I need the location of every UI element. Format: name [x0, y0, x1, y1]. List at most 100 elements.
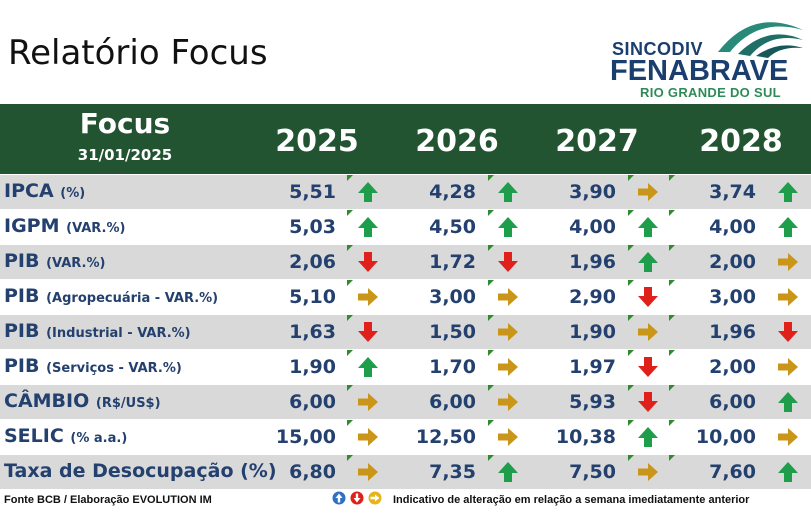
- cell-marker: [669, 420, 675, 426]
- value-cell: 2,00: [709, 251, 756, 273]
- table-header: Focus 31/01/2025 2025 2026 2027 2028: [0, 104, 811, 174]
- table-row: Taxa de Desocupação (%) 6,80 7,35 7,50 7,60: [0, 454, 811, 489]
- table-row: PIB (Agropecuária - VAR.%) 5,10 3,00 2,90 3,…: [0, 279, 811, 314]
- value-cell: 1,96: [709, 321, 756, 343]
- header-title: Focus: [79, 107, 171, 140]
- arrow-right-icon: [498, 288, 518, 306]
- footer-source: Fonte BCB / Elaboração EVOLUTION IM: [4, 494, 212, 506]
- cell-marker: [628, 455, 634, 461]
- arrow-right-icon: [778, 358, 798, 376]
- cell-marker: [488, 280, 494, 286]
- cell-marker: [488, 385, 494, 391]
- value-cell: 5,93: [569, 391, 616, 413]
- value-cell: 1,50: [429, 321, 476, 343]
- value-cell: 3,00: [709, 286, 756, 308]
- arrow-up-icon: [498, 182, 518, 202]
- arrow-down-icon: [358, 322, 378, 342]
- year-2025: 2025: [275, 124, 359, 159]
- cell-marker: [488, 245, 494, 251]
- cell-marker: [628, 280, 634, 286]
- cell-marker: [628, 315, 634, 321]
- arrow-up-icon: [638, 252, 658, 272]
- table-row: SELIC (% a.a.) 15,00 12,50 10,38 10,00: [0, 419, 811, 454]
- value-cell: 2,90: [569, 286, 616, 308]
- arrow-right-icon: [638, 183, 658, 201]
- value-cell: 7,60: [709, 461, 756, 483]
- row-label: IGPM (VAR.%): [4, 215, 125, 237]
- indicator-unit: (Agropecuária - VAR.%): [46, 291, 219, 306]
- value-cell: 10,00: [695, 426, 756, 448]
- arrow-up-icon: [358, 217, 378, 237]
- value-cell: 1,70: [429, 356, 476, 378]
- indicator-name: SELIC: [4, 425, 64, 447]
- cell-marker: [347, 280, 353, 286]
- value-cell: 6,80: [289, 461, 336, 483]
- arrow-right-icon: [358, 428, 378, 446]
- row-label: IPCA (%): [4, 180, 85, 202]
- row-label: SELIC (% a.a.): [4, 425, 127, 447]
- value-cell: 4,28: [429, 181, 476, 203]
- cell-marker: [488, 175, 494, 181]
- arrow-down-icon: [638, 287, 658, 307]
- year-2027: 2027: [555, 124, 639, 159]
- page-title: Relatório Focus: [8, 33, 268, 73]
- arrow-down-icon: [498, 252, 518, 272]
- cell-marker: [669, 280, 675, 286]
- legend-arrows-icon: [332, 491, 382, 505]
- value-cell: 2,00: [709, 356, 756, 378]
- indicator-unit: (VAR.%): [66, 221, 126, 236]
- logo-sincodiv-text: SINCODIV: [612, 39, 704, 59]
- row-label: PIB (Agropecuária - VAR.%): [4, 285, 218, 307]
- value-cell: 1,63: [289, 321, 336, 343]
- value-cell: 5,03: [289, 216, 336, 238]
- arrow-up-icon: [358, 182, 378, 202]
- indicator-name: Taxa de Desocupação (%): [4, 460, 277, 482]
- indicator-name: PIB: [4, 285, 40, 307]
- cell-marker: [669, 210, 675, 216]
- arrow-up-icon: [778, 392, 798, 412]
- arrow-right-icon: [498, 358, 518, 376]
- cell-marker: [669, 455, 675, 461]
- cell-marker: [488, 210, 494, 216]
- indicator-unit: (Serviços - VAR.%): [46, 361, 182, 376]
- cell-marker: [628, 175, 634, 181]
- cell-marker: [347, 210, 353, 216]
- indicator-unit: (Industrial - VAR.%): [46, 326, 191, 341]
- table-row: IPCA (%) 5,51 4,28 3,90 3,74: [0, 174, 811, 209]
- arrow-up-icon: [498, 462, 518, 482]
- cell-marker: [347, 455, 353, 461]
- cell-marker: [347, 245, 353, 251]
- arrow-right-icon: [498, 323, 518, 341]
- cell-marker: [347, 420, 353, 426]
- table-row: PIB (Industrial - VAR.%) 1,63 1,50 1,90 1,96: [0, 314, 811, 349]
- table-row: PIB (Serviços - VAR.%) 1,90 1,70 1,97 2,00: [0, 349, 811, 384]
- arrow-down-icon: [638, 392, 658, 412]
- table-row: PIB (VAR.%) 2,06 1,72 1,96 2,00: [0, 244, 811, 279]
- arrow-right-icon: [358, 463, 378, 481]
- value-cell: 7,50: [569, 461, 616, 483]
- cell-marker: [628, 210, 634, 216]
- header-date: 31/01/2025: [77, 146, 173, 164]
- value-cell: 6,00: [289, 391, 336, 413]
- cell-marker: [628, 420, 634, 426]
- value-cell: 6,00: [429, 391, 476, 413]
- cell-marker: [488, 350, 494, 356]
- arrow-right-icon: [778, 253, 798, 271]
- logo-region-text: RIO GRANDE DO SUL: [640, 85, 781, 100]
- arrow-right-icon: [358, 393, 378, 411]
- cell-marker: [669, 245, 675, 251]
- year-2026: 2026: [415, 124, 499, 159]
- value-cell: 7,35: [429, 461, 476, 483]
- arrow-right-icon: [638, 463, 658, 481]
- value-cell: 1,90: [289, 356, 336, 378]
- value-cell: 4,00: [709, 216, 756, 238]
- arrow-up-icon: [778, 182, 798, 202]
- focus-table: Focus 31/01/2025 2025 2026 2027 2028 IPC…: [0, 104, 811, 489]
- cell-marker: [488, 420, 494, 426]
- value-cell: 3,90: [569, 181, 616, 203]
- arrow-down-icon: [358, 252, 378, 272]
- cell-marker: [669, 175, 675, 181]
- table-row: IGPM (VAR.%) 5,03 4,50 4,00 4,00: [0, 209, 811, 244]
- value-cell: 3,74: [709, 181, 756, 203]
- value-cell: 1,90: [569, 321, 616, 343]
